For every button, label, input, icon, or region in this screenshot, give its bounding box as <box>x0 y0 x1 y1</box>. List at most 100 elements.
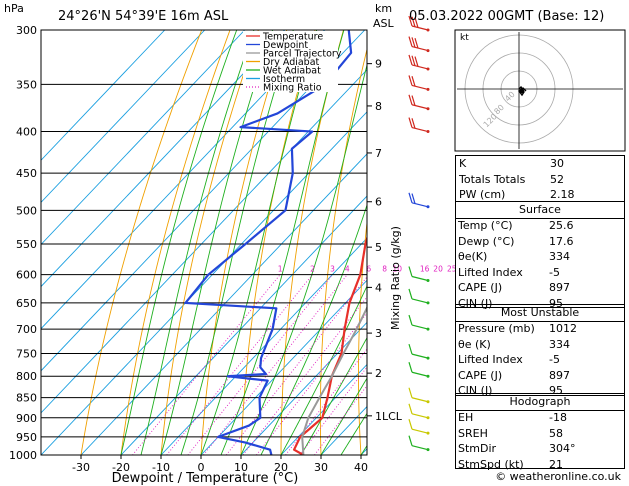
mixing-ratio-label: 6 <box>366 265 371 274</box>
wind-barb-dot <box>426 28 430 32</box>
most-unstable-title: Most Unstable <box>456 305 624 322</box>
axes: 3003504004505005506006507007508008509009… <box>9 24 403 474</box>
surface-title: Surface <box>456 202 624 219</box>
pressure-tick-label: 500 <box>16 204 37 217</box>
hodo-row: StmDir 304° <box>458 442 576 455</box>
wind-barb-dot <box>426 87 430 91</box>
datetime-title: 05.03.2022 00GMT (Base: 12) <box>409 9 604 24</box>
isotherm-line <box>120 195 367 455</box>
pressure-tick-label: 900 <box>16 412 37 425</box>
wind-barb-dot <box>426 107 430 111</box>
x-tick-label: -30 <box>72 461 90 474</box>
mixing-ratio-axis-label: Mixing Ratio (g/kg) <box>389 226 402 330</box>
wind-barb-flag <box>411 37 416 48</box>
mixing-ratio-label: 1 <box>278 265 283 274</box>
wind-barb-dot <box>426 279 430 283</box>
wind-barb-flag <box>408 15 413 27</box>
wind-barbs <box>408 15 430 452</box>
x-tick-label: 0 <box>198 461 205 474</box>
x-tick-label: -20 <box>112 461 130 474</box>
wind-barb-flag <box>408 266 413 277</box>
copyright-footer: © weatheronline.co.uk <box>495 470 621 483</box>
km-tick-label: 5 <box>375 241 382 254</box>
wind-barb <box>411 397 429 403</box>
mixing-ratio-label: 20 <box>433 265 443 274</box>
wet-adiabat-line <box>140 30 255 455</box>
plot-frame <box>40 29 368 456</box>
wind-barb-dot <box>426 301 430 305</box>
surface-row: Temp (°C) 25.6 <box>458 219 574 232</box>
location-title: 24°26'N 54°39'E 16m ASL <box>58 9 229 24</box>
surface-row: Dewp (°C) 17.6 <box>458 234 574 248</box>
surface-row: θe(K) 334 <box>458 250 570 263</box>
wind-barb-dot <box>426 431 430 435</box>
dry-adiabat-line <box>120 30 231 455</box>
legend-entry: Temperature <box>262 32 323 43</box>
wet-adiabat-line <box>220 30 345 455</box>
wind-barb-flag <box>408 435 413 446</box>
pressure-tick-label: 550 <box>16 238 37 251</box>
legend-entry: Parcel Trajectory <box>263 49 342 60</box>
mixing-ratio-label: 4 <box>345 265 350 274</box>
mu-row: θe (K) 334 <box>458 337 570 351</box>
dry-adiabat-line <box>240 30 316 455</box>
x-tick-label: -10 <box>152 461 170 474</box>
x-tick-label: 40 <box>354 461 368 474</box>
wet-adiabat-line <box>160 30 274 455</box>
wind-barb <box>411 298 429 304</box>
mixing-ratio-label: 16 <box>420 265 430 274</box>
pressure-tick-label: 1000 <box>9 449 37 462</box>
pressure-tick-label: 600 <box>16 269 37 282</box>
km-label: km <box>375 2 392 15</box>
index-row-tt: Totals Totals 52 <box>459 172 564 186</box>
km-tick-label: 9 <box>375 58 382 71</box>
legend-entry: Dewpoint <box>263 40 308 51</box>
km-tick-label: 1LCL <box>375 410 403 423</box>
mixing-ratio-line <box>225 276 367 455</box>
wind-barb <box>411 413 429 419</box>
km-tick-label: 8 <box>375 100 382 113</box>
pressure-tick-label: 300 <box>16 24 37 37</box>
wind-barb <box>411 353 429 359</box>
km-tick-label: 7 <box>375 147 382 160</box>
wind-barb-dot <box>426 356 430 360</box>
wind-barb-flag <box>408 403 413 414</box>
pressure-tick-label: 650 <box>16 297 37 310</box>
index-row-pw: PW (cm) 2.18 <box>459 188 575 201</box>
isotherm-line <box>160 237 367 455</box>
wind-barb-flag <box>414 56 419 67</box>
dry-adiabat-line <box>80 30 203 455</box>
wind-barb-flag <box>408 343 413 355</box>
mixing-ratio-line <box>203 274 348 455</box>
wind-barb-flag <box>408 288 413 300</box>
dry-adiabat-line <box>280 30 344 455</box>
wind-barb-dot <box>426 400 430 404</box>
mixing-ratio-label: 10 <box>392 265 402 274</box>
mixing-ratio-label: 25 <box>447 265 457 274</box>
wind-barb-flag <box>408 192 413 203</box>
km-tick-label: 2 <box>375 367 382 380</box>
isotherm-line <box>41 30 246 246</box>
wind-barb-flag <box>408 418 413 430</box>
hodograph-storm-motion <box>519 88 525 94</box>
mixing-ratio-line <box>242 296 367 455</box>
pressure-tick-label: 750 <box>16 347 37 360</box>
pressure-tick-label: 700 <box>16 323 37 336</box>
hpa-label: hPa <box>4 2 24 15</box>
isotherm-line <box>41 30 326 330</box>
x-tick-label: 10 <box>234 461 248 474</box>
mixing-ratio-labels: 1 2 3 4 6 8 10 16 20 25 <box>278 265 457 274</box>
wind-barb-dot <box>426 374 430 378</box>
hodo-row: EH -18 <box>458 411 567 424</box>
pressure-tick-label: 850 <box>16 392 37 405</box>
x-tick-label: 30 <box>314 461 328 474</box>
pressure-tick-label: 350 <box>16 78 37 91</box>
profile-temperature <box>292 234 367 455</box>
isotherm-line <box>200 279 367 455</box>
isotherm-line <box>41 30 166 161</box>
km-tick-label: 3 <box>375 327 382 340</box>
x-axis-label: Dewpoint / Temperature (°C) <box>112 471 299 486</box>
isotherm-line <box>41 111 367 455</box>
dry-adiabat-line <box>160 30 259 455</box>
